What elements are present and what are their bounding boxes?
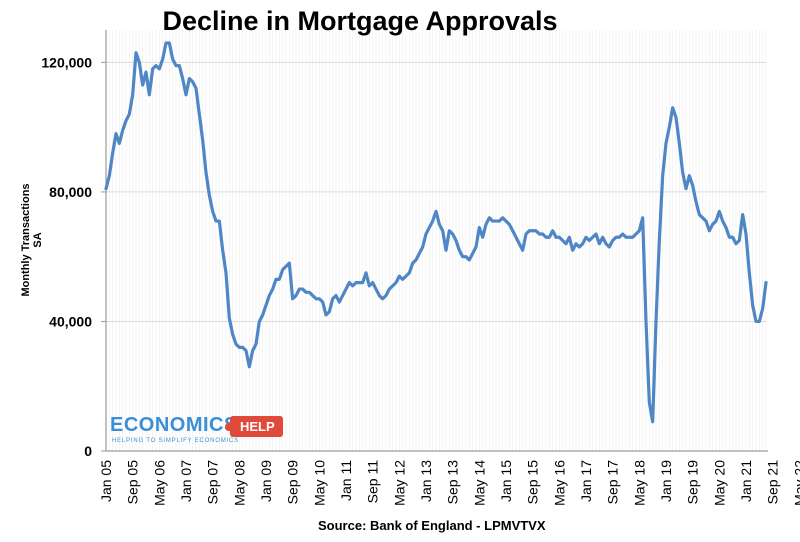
source-note: Source: Bank of England - LPMVTVX xyxy=(318,518,546,533)
x-tick-label: May 16 xyxy=(551,460,567,506)
logo-help-tag: HELP xyxy=(230,416,283,437)
x-tick-label: Sep 07 xyxy=(205,460,221,505)
series-line xyxy=(104,41,768,424)
y-tick-label: 40,000 xyxy=(49,313,92,329)
x-tick-label: Sep 13 xyxy=(445,460,461,505)
x-tick-label: Jan 15 xyxy=(498,460,514,502)
x-tick-label: Jan 07 xyxy=(178,460,194,502)
x-tick-label: Jan 19 xyxy=(658,460,674,502)
x-tick-label: Jan 05 xyxy=(98,460,114,502)
x-tick-label: Sep 11 xyxy=(365,460,381,504)
x-tick-label: Jan 11 xyxy=(338,460,354,501)
y-axis-label: Monthly Transactions SA xyxy=(20,183,44,297)
x-tick-labels: Jan 05 Sep 05 May 06 Jan 07 Sep 07 May 08 Jan … xyxy=(98,460,800,506)
y-tick-label: 0 xyxy=(84,443,92,459)
x-tick-label: May 12 xyxy=(391,460,407,506)
x-tick-label: Jan 17 xyxy=(578,460,594,502)
y-tick-label: 80,000 xyxy=(49,184,92,200)
y-tick-label: 120,000 xyxy=(41,54,92,70)
y-tick-labels: 0 40,000 80,000 120,000 xyxy=(41,54,106,459)
x-tick-label: May 18 xyxy=(631,460,647,506)
x-tick-label: May 10 xyxy=(311,460,327,506)
x-tick-label: May 08 xyxy=(231,460,247,506)
vertical-gridlines xyxy=(105,30,767,451)
x-tick-label: May 06 xyxy=(151,460,167,506)
x-tick-label: May 22 xyxy=(791,460,800,506)
x-tick-label: Jan 13 xyxy=(418,460,434,502)
x-tick-label: Jan 21 xyxy=(738,460,754,502)
x-tick-label: Sep 09 xyxy=(285,460,301,505)
economics-help-logo: ECONOMICS HELP HELPING TO SIMPLIFY ECONO… xyxy=(106,412,286,446)
logo-wordmark: ECONOMICS xyxy=(110,414,238,436)
chart-title: Decline in Mortgage Approvals xyxy=(162,6,558,36)
logo-tagline: HELPING TO SIMPLIFY ECONOMICS xyxy=(112,438,239,444)
x-tick-label: Sep 21 xyxy=(765,460,781,505)
x-tick-label: Sep 15 xyxy=(525,460,541,505)
logo-tag-hole-icon xyxy=(225,423,233,431)
x-tick-label: Sep 19 xyxy=(685,460,701,505)
x-tick-label: Sep 05 xyxy=(125,460,141,505)
x-tick-label: May 14 xyxy=(471,460,487,506)
x-tick-label: May 20 xyxy=(711,460,727,506)
x-tick-label: Jan 09 xyxy=(258,460,274,502)
x-tick-label: Sep 17 xyxy=(605,460,621,505)
